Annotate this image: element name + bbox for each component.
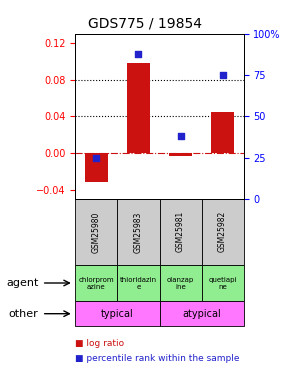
Text: ■ percentile rank within the sample: ■ percentile rank within the sample xyxy=(75,354,240,363)
Text: GSM25982: GSM25982 xyxy=(218,211,227,252)
Bar xyxy=(117,265,160,301)
Bar xyxy=(75,301,160,326)
Text: other: other xyxy=(9,309,38,319)
Bar xyxy=(75,265,117,301)
Text: GSM25980: GSM25980 xyxy=(92,211,101,252)
Point xyxy=(94,154,99,160)
Text: typical: typical xyxy=(101,309,134,319)
Bar xyxy=(160,199,202,265)
Bar xyxy=(160,301,244,326)
Bar xyxy=(75,199,117,265)
Text: chlorprom
azine: chlorprom azine xyxy=(79,276,114,290)
Bar xyxy=(117,199,160,265)
Bar xyxy=(211,112,234,153)
Text: thioridazin
e: thioridazin e xyxy=(120,276,157,290)
Point xyxy=(220,72,225,78)
Bar xyxy=(202,265,244,301)
Bar xyxy=(169,153,192,156)
Text: GDS775 / 19854: GDS775 / 19854 xyxy=(88,17,202,31)
Text: olanzap
ine: olanzap ine xyxy=(167,276,194,290)
Text: ■ log ratio: ■ log ratio xyxy=(75,339,124,348)
Bar xyxy=(127,63,150,153)
Point xyxy=(178,133,183,139)
Bar xyxy=(85,153,108,182)
Text: agent: agent xyxy=(6,278,38,288)
Text: quetiapi
ne: quetiapi ne xyxy=(208,276,237,290)
Bar xyxy=(160,265,202,301)
Bar xyxy=(202,199,244,265)
Text: atypical: atypical xyxy=(182,309,221,319)
Text: GSM25983: GSM25983 xyxy=(134,211,143,252)
Text: GSM25981: GSM25981 xyxy=(176,211,185,252)
Point xyxy=(136,51,141,57)
